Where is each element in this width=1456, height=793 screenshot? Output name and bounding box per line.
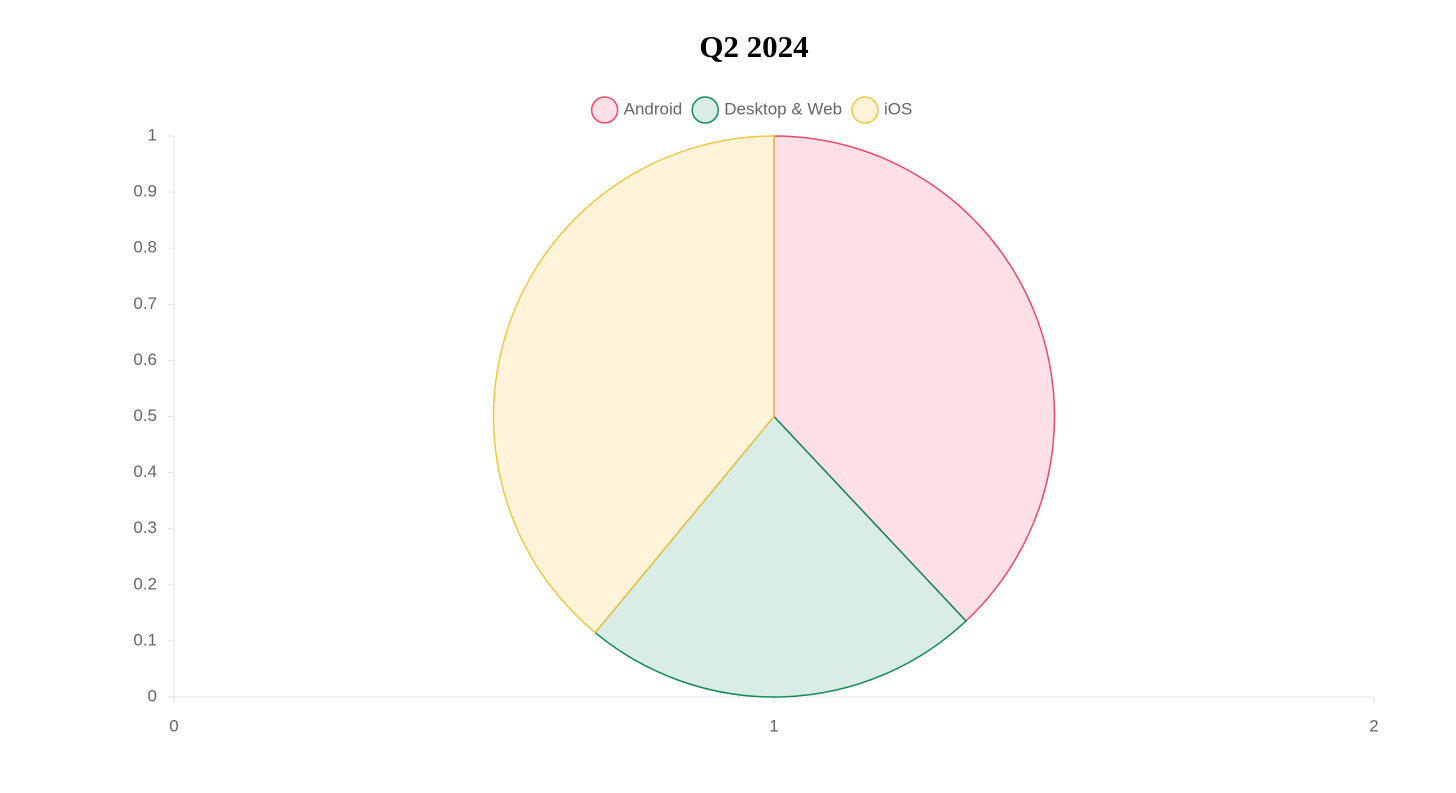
y-tick-label: 0.1	[133, 630, 157, 649]
y-tick-label: 0.5	[133, 406, 157, 425]
legend-label: Desktop & Web	[724, 99, 842, 118]
x-tick-label: 2	[1369, 716, 1378, 735]
x-tick-label: 0	[169, 716, 178, 735]
chart-title: Q2 2024	[699, 29, 808, 64]
legend-label: Android	[624, 99, 683, 118]
x-tick-label: 1	[769, 716, 778, 735]
legend-swatch	[590, 96, 619, 124]
y-tick-label: 0.9	[133, 182, 157, 201]
legend-label: iOS	[884, 99, 912, 118]
y-tick-label: 0.8	[133, 238, 157, 257]
pie-slice	[773, 135, 1056, 623]
y-tick-label: 0.6	[133, 350, 157, 369]
y-tick-label: 1	[148, 125, 157, 144]
y-tick-label: 0.3	[133, 518, 157, 537]
y-tick-label: 0.4	[133, 462, 157, 481]
y-tick-label: 0.2	[133, 574, 157, 593]
pie-slice	[594, 415, 968, 698]
y-tick-label: 0	[148, 686, 157, 705]
legend-swatch	[691, 96, 719, 124]
legend-swatch	[851, 96, 879, 124]
pie-slice	[492, 135, 775, 634]
y-tick-label: 0.7	[133, 294, 157, 313]
